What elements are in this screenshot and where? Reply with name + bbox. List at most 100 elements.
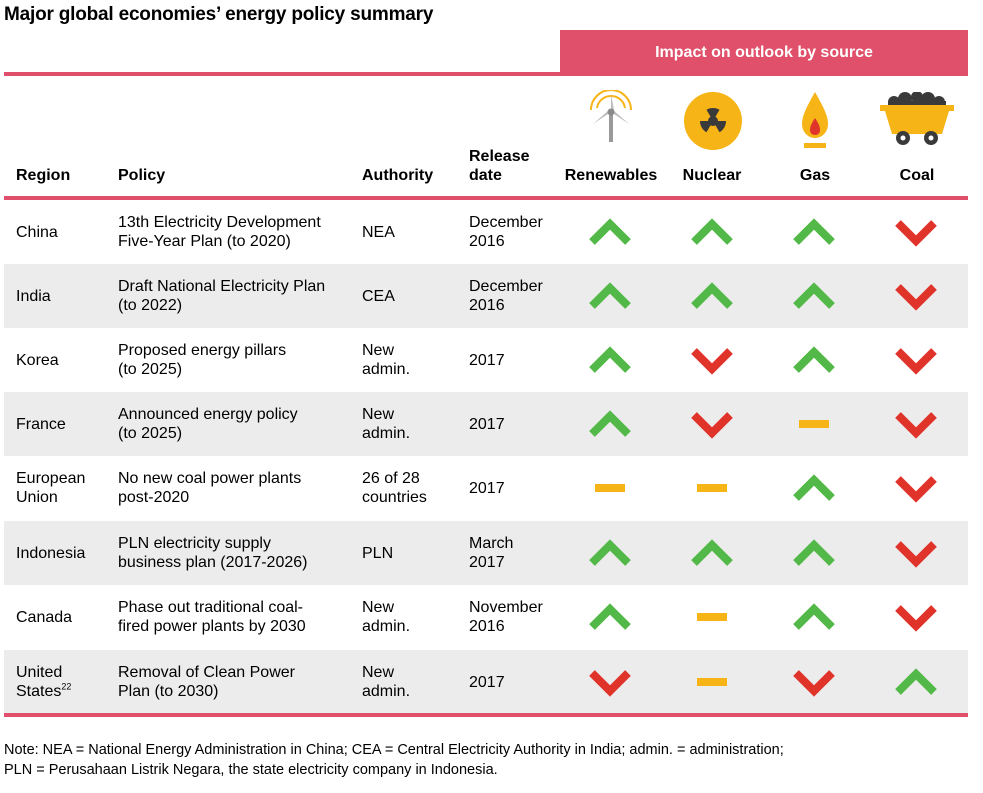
authority-cell-line1: New: [362, 664, 395, 681]
region-cell-line1: Canada: [16, 608, 73, 626]
region-cell-line2: Union: [16, 489, 58, 506]
policy-cell: PLN electricity supply business plan (201…: [118, 521, 356, 585]
authority-cell: 26 of 28 countries: [362, 456, 462, 520]
nuclear-impact-dash-icon: [662, 585, 762, 649]
table-row: United States22 Removal of Clean Power Plan…: [4, 650, 968, 714]
authority-cell-line2: admin.: [362, 425, 411, 442]
authority-cell-line2: countries: [362, 489, 427, 506]
release-date-cell-line2: 2017: [469, 554, 505, 571]
policy-cell: 13th Electricity Development Five-Year Pl…: [118, 200, 356, 264]
policy-cell-line2-wrap: business plan (2017-2026): [118, 553, 307, 572]
renewables-impact-arrow-up-icon: [560, 264, 660, 328]
region-cell: European Union: [16, 456, 111, 520]
policy-cell-line2-wrap: fired power plants by 2030: [118, 617, 306, 636]
coal-impact-arrow-down-icon: [866, 585, 966, 649]
authority-cell-line1: New: [362, 599, 395, 616]
col-header-release-date: Release date: [469, 147, 530, 185]
table-row: China 13th Electricity Development Five-Ye…: [4, 200, 968, 264]
release-date-cell-line1: 2017: [469, 673, 505, 691]
col-header-coal: Coal: [899, 167, 935, 184]
authority-cell-line1: PLN: [362, 544, 394, 562]
release-date-cell-line2-wrap: 2016: [469, 617, 543, 636]
policy-cell-line2: (to 2022): [118, 297, 183, 314]
policy-cell: Announced energy policy (to 2025): [118, 392, 356, 456]
coal-impact-arrow-down-icon: [866, 392, 966, 456]
nuclear-impact-arrow-down-icon: [662, 328, 762, 392]
nuclear-impact-arrow-up-icon: [662, 521, 762, 585]
header-bottom-rule: [4, 196, 968, 200]
renewables-impact-arrow-up-icon: [560, 392, 660, 456]
policy-cell-line1: Proposed energy pillars: [118, 342, 287, 359]
coal-impact-arrow-up-icon: [866, 650, 966, 714]
renewables-impact-arrow-up-icon: [560, 200, 660, 264]
release-date-cell: November 2016: [469, 585, 559, 649]
table-row: Indonesia PLN electricity supply business …: [4, 521, 968, 585]
gas-flame-icon: [802, 92, 828, 148]
col-header-authority: Authority: [362, 167, 434, 184]
gas-impact-arrow-up-icon: [764, 200, 864, 264]
region-cell: France: [16, 392, 111, 456]
authority-cell-line1: New: [362, 342, 395, 359]
region-cell-line1: China: [16, 223, 58, 241]
col-header-gas: Gas: [799, 167, 831, 184]
region-cell-line2: States: [16, 683, 62, 700]
region-cell: Indonesia: [16, 521, 111, 585]
region-cell-line1: Indonesia: [16, 544, 86, 562]
gas-impact-arrow-up-icon: [764, 456, 864, 520]
policy-cell-line2: fired power plants by 2030: [118, 618, 306, 635]
release-date-cell: 2017: [469, 328, 559, 392]
nuclear-impact-arrow-up-icon: [662, 264, 762, 328]
gas-impact-arrow-up-icon: [764, 521, 864, 585]
release-date-cell-line1: November: [469, 599, 543, 616]
footnote-ref: 22: [61, 681, 72, 692]
coal-impact-arrow-down-icon: [866, 328, 966, 392]
policy-cell-line2: business plan (2017-2026): [118, 554, 308, 571]
policy-cell-line1: PLN electricity supply: [118, 535, 271, 552]
policy-cell-line1: Draft National Electricity Plan: [118, 278, 326, 295]
release-date-cell-line2-wrap: 2017: [469, 553, 513, 572]
region-cell-line2-wrap: States22: [16, 682, 71, 701]
footnote-line-2: PLN = Perusahaan Listrik Negara, the sta…: [4, 762, 498, 778]
region-cell-line1: Korea: [16, 351, 59, 369]
table-row: Korea Proposed energy pillars (to 2025) New…: [4, 328, 968, 392]
region-cell: India: [16, 264, 111, 328]
authority-cell-line2-wrap: admin.: [362, 360, 410, 379]
gas-impact-arrow-up-icon: [764, 264, 864, 328]
col-header-release-line2: date: [469, 167, 502, 184]
policy-cell-line2: (to 2025): [118, 425, 183, 442]
gas-impact-arrow-down-icon: [764, 650, 864, 714]
gas-impact-dash-icon: [764, 392, 864, 456]
authority-cell: CEA: [362, 264, 462, 328]
nuclear-impact-dash-icon: [662, 456, 762, 520]
region-cell: China: [16, 200, 111, 264]
region-cell: United States22: [16, 650, 111, 714]
authority-cell-line2: admin.: [362, 618, 411, 635]
policy-cell-line2: post-2020: [118, 489, 190, 506]
policy-cell-line2-wrap: (to 2025): [118, 360, 286, 379]
authority-cell: PLN: [362, 521, 462, 585]
release-date-cell: 2017: [469, 456, 559, 520]
nuclear-impact-arrow-up-icon: [662, 200, 762, 264]
release-date-cell: 2017: [469, 650, 559, 714]
release-date-cell: March 2017: [469, 521, 559, 585]
policy-cell-line2: (to 2025): [118, 361, 183, 378]
coal-impact-arrow-down-icon: [866, 264, 966, 328]
release-date-cell-line1: 2017: [469, 351, 505, 369]
region-cell-line1: France: [16, 415, 66, 433]
region-cell-line2-wrap: Union: [16, 488, 85, 507]
coal-impact-arrow-down-icon: [866, 521, 966, 585]
table-row: France Announced energy policy (to 2025) Ne…: [4, 392, 968, 456]
gas-impact-arrow-up-icon: [764, 328, 864, 392]
policy-cell: Removal of Clean Power Plan (to 2030): [118, 650, 356, 714]
authority-cell-line2: admin.: [362, 683, 411, 700]
footnote: Note: NEA = National Energy Administrati…: [4, 740, 964, 780]
renewables-impact-arrow-up-icon: [560, 585, 660, 649]
gas-impact-arrow-up-icon: [764, 585, 864, 649]
policy-cell-line2-wrap: (to 2025): [118, 424, 298, 443]
release-date-cell-line1: March: [469, 535, 514, 552]
policy-cell-line2-wrap: Plan (to 2030): [118, 682, 295, 701]
wind-turbine-icon: [590, 90, 632, 142]
authority-cell-line1: 26 of 28: [362, 470, 420, 487]
radiation-icon: [684, 92, 742, 150]
coal-impact-arrow-down-icon: [866, 456, 966, 520]
